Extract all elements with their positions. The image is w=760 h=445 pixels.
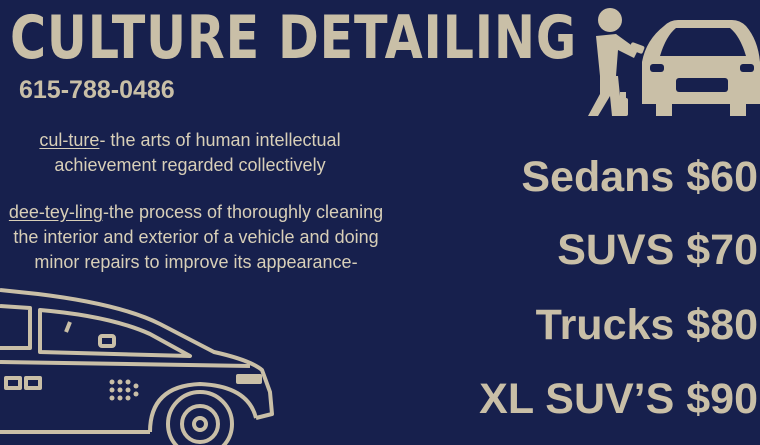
phone-number: 615-788-0486 [19,76,175,104]
business-title: CULTURE DETAILING [10,3,578,73]
car-outline-drawing [0,288,274,445]
definition-text: - the arts of human intellectual achieve… [54,130,341,175]
definition-text: -the process of thoroughly cleaning the … [13,202,384,272]
price-trucks: Trucks $80 [535,301,758,349]
definition-detailing: dee-tey-ling-the process of thoroughly c… [0,200,392,275]
definition-term: cul-ture [39,130,100,150]
price-xl-suvs: XL SUV’S $90 [479,375,758,423]
price-sedans: Sedans $60 [521,153,758,201]
price-suvs: SUVS $70 [557,226,758,274]
definition-culture: cul-ture- the arts of human intellectual… [0,128,380,178]
definition-term: dee-tey-ling [8,202,103,222]
man-washing-car-icon [588,8,760,116]
